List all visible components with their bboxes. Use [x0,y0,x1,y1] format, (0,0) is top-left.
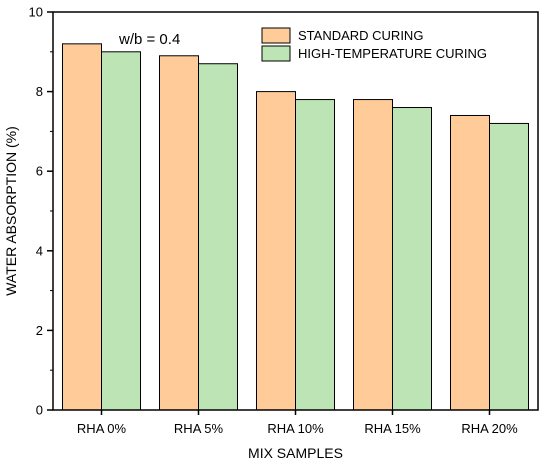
bar-high-temperature-curing-rha-15 [392,107,432,411]
y-tick-label: 2 [36,323,43,338]
x-tick-label-rha-0: RHA 0% [77,421,127,436]
bar-high-temperature-curing-rha-5 [198,63,238,411]
y-tick-label: 4 [36,243,43,258]
y-axis-title: WATER ABSORPTION (%) [3,126,19,296]
x-tick-label-rha-15: RHA 15% [364,421,421,436]
y-tick-label: 8 [36,84,43,99]
x-tick-label-rha-20: RHA 20% [461,421,518,436]
x-axis-title: MIX SAMPLES [248,445,343,461]
bar-standard-curing-rha-15 [353,99,393,411]
y-tick-label: 6 [36,164,43,179]
x-axis-ticks: RHA 0% RHA 5% RHA 10% RHA 15% RHA 20% [77,410,518,436]
legend: STANDARD CURING HIGH-TEMPERATURE CURING [261,27,487,62]
x-tick-label-rha-10: RHA 10% [267,421,324,436]
x-tick-label-rha-5: RHA 5% [174,421,224,436]
plot-frame [52,11,539,411]
y-tick-label: 10 [29,5,43,20]
legend-label-standard-curing: STANDARD CURING [298,28,423,43]
legend-label-high-temperature-curing: HIGH-TEMPERATURE CURING [298,46,487,61]
y-tick-label: 0 [36,403,43,418]
annotation-wb: w/b = 0.4 [118,31,180,48]
bar-standard-curing-rha-0 [62,43,102,411]
bar-standard-curing-rha-10 [256,91,296,411]
bars-group [62,43,529,411]
bar-high-temperature-curing-rha-20 [489,122,529,411]
bar-high-temperature-curing-rha-10 [295,99,335,411]
bar-high-temperature-curing-rha-0 [101,51,141,411]
bar-standard-curing-rha-20 [450,114,490,411]
legend-swatch-standard-curing [261,27,291,44]
legend-swatch-high-temperature-curing [261,45,291,62]
bar-standard-curing-rha-5 [159,55,199,411]
y-axis-ticks: 0 2 4 6 8 10 [29,5,53,418]
